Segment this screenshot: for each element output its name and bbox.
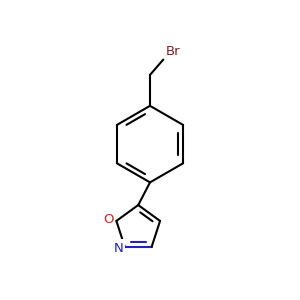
Text: N: N bbox=[113, 242, 123, 255]
Text: Br: Br bbox=[166, 45, 181, 58]
Text: O: O bbox=[103, 213, 113, 226]
